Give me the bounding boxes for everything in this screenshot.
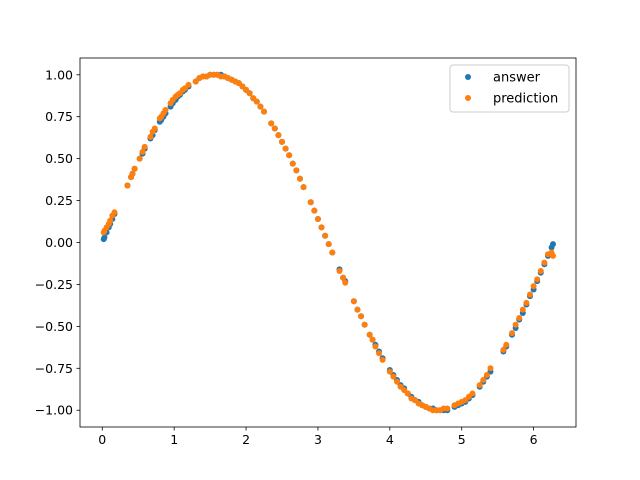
data-point-prediction (476, 382, 483, 389)
y-tick-label: −0.25 (35, 277, 73, 292)
y-tick-label: −1.00 (35, 403, 73, 418)
data-point-prediction (311, 207, 318, 214)
data-point-prediction (340, 274, 347, 281)
data-point-prediction (107, 217, 114, 224)
x-tick-label: 6 (530, 432, 538, 447)
data-point-prediction (530, 283, 537, 290)
data-point-prediction (124, 182, 131, 189)
data-point-answer (550, 241, 556, 248)
data-point-prediction (293, 167, 300, 174)
data-points (100, 71, 556, 414)
x-tick-label: 0 (98, 432, 106, 447)
data-point-prediction (329, 249, 336, 256)
data-point-prediction (512, 321, 519, 328)
data-point-prediction (519, 306, 526, 313)
legend-marker-answer (465, 74, 471, 80)
data-point-prediction (541, 259, 548, 266)
x-tick-label: 5 (458, 432, 466, 447)
legend: answer prediction (449, 64, 570, 113)
data-point-prediction (390, 373, 397, 380)
y-tick-label: 0.25 (45, 193, 73, 208)
y-tick-label: 0.50 (45, 151, 73, 166)
data-point-prediction (386, 368, 393, 375)
data-point-prediction (141, 143, 148, 150)
data-point-prediction (358, 313, 365, 320)
data-point-prediction (342, 279, 349, 286)
data-point-prediction (185, 81, 192, 88)
x-tick-label: 4 (386, 432, 394, 447)
data-point-prediction (503, 341, 510, 348)
data-point-prediction (444, 405, 451, 412)
legend-label-prediction: prediction (493, 92, 558, 107)
data-point-prediction (257, 103, 264, 110)
data-point-prediction (483, 372, 490, 378)
data-point-prediction (278, 138, 285, 145)
data-point-prediction (307, 199, 314, 206)
data-point-prediction (361, 321, 368, 328)
data-point-prediction (261, 108, 268, 115)
data-point-prediction (253, 98, 260, 105)
data-point-prediction (289, 160, 296, 167)
data-point-prediction (296, 175, 303, 182)
data-point-prediction (271, 125, 278, 132)
data-point-prediction (372, 343, 379, 350)
y-tick-label: 0.00 (45, 235, 73, 250)
data-point-prediction (300, 184, 307, 191)
data-point-answer (101, 234, 108, 241)
data-point-prediction (404, 390, 411, 397)
data-point-prediction (379, 356, 386, 363)
data-point-prediction (136, 155, 143, 162)
data-point-prediction (537, 268, 544, 275)
y-tick-label: −0.75 (35, 361, 73, 376)
data-point-prediction (354, 306, 361, 313)
data-point-prediction (526, 291, 533, 298)
legend-label-answer: answer (493, 71, 541, 86)
data-point-prediction (282, 145, 289, 152)
data-point-prediction (523, 299, 530, 306)
legend-box (449, 64, 570, 113)
data-point-prediction (111, 209, 118, 216)
data-point-prediction (516, 314, 523, 321)
data-point-prediction (318, 224, 325, 231)
data-point-prediction (162, 107, 169, 113)
data-point-prediction (550, 252, 556, 259)
data-point-prediction (534, 276, 541, 283)
data-point-prediction (246, 90, 253, 97)
data-point-prediction (314, 216, 321, 223)
data-point-prediction (147, 133, 154, 140)
data-point-prediction (394, 378, 401, 385)
y-tick-label: 0.75 (45, 109, 73, 124)
x-tick-label: 1 (170, 432, 178, 447)
y-tick-label: 1.00 (45, 67, 73, 82)
x-tick-label: 3 (314, 432, 322, 447)
data-point-prediction (350, 298, 357, 305)
axes: 0 1 2 3 4 5 6 −1.00 −0.75 −0.50 −0.25 0.00 0.25 0.50 0… (35, 57, 577, 447)
x-tick-label: 2 (242, 432, 250, 447)
data-point-prediction (131, 165, 138, 172)
data-point-prediction (139, 148, 146, 155)
data-point-prediction (366, 331, 373, 338)
data-point-prediction (509, 330, 516, 337)
data-point-prediction (500, 346, 507, 353)
data-point-prediction (480, 377, 487, 384)
data-point-prediction (322, 232, 329, 239)
data-point-prediction (151, 125, 158, 132)
data-point-prediction (376, 350, 383, 357)
data-point-prediction (336, 268, 343, 275)
data-point-prediction (268, 120, 275, 127)
legend-marker-prediction (465, 95, 471, 101)
data-point-prediction (325, 241, 332, 248)
data-point-prediction (369, 336, 376, 343)
data-point-prediction (487, 365, 494, 372)
data-point-prediction (469, 390, 476, 397)
data-point-prediction (275, 132, 282, 139)
data-point-prediction (286, 152, 293, 159)
y-tick-label: −0.50 (35, 319, 73, 334)
data-point-prediction (129, 170, 136, 177)
